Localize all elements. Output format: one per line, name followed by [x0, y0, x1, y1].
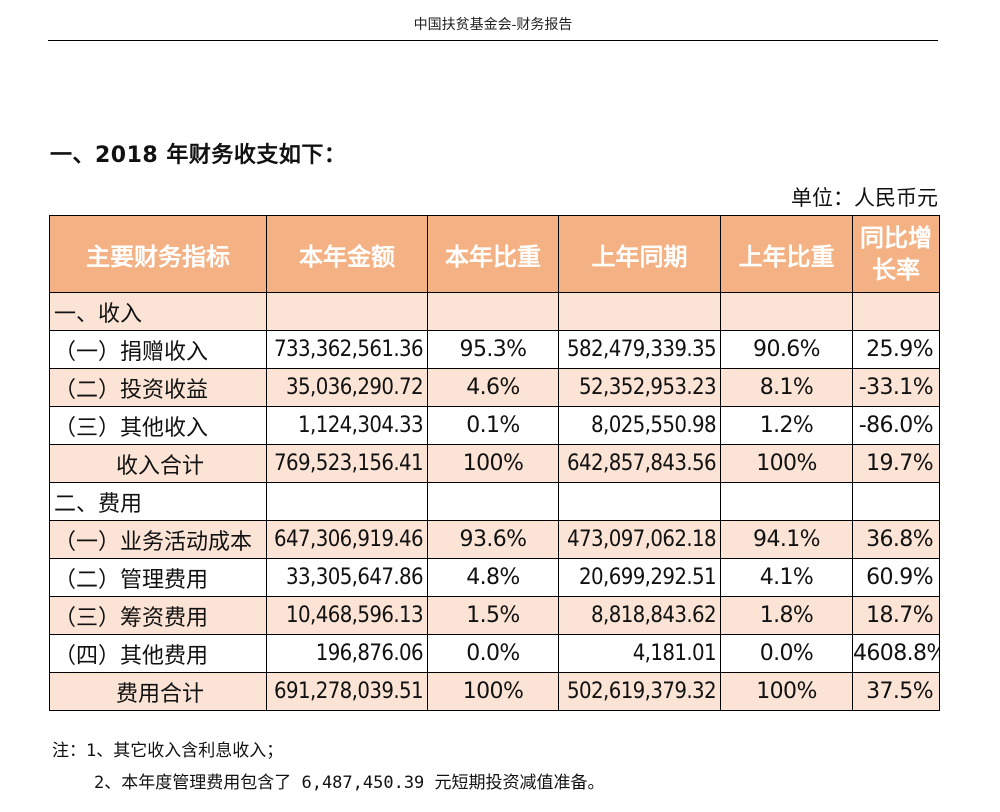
- current-amount-cell: 196,876.06: [266, 634, 428, 673]
- column-header-indicator: 主要财务指标: [49, 215, 267, 293]
- column-header-yoy-growth: 同比增长率: [852, 215, 940, 293]
- table-row: （三）其他收入 1,124,304.33 0.1% 8,025,550.98 1.2% -…: [49, 406, 940, 445]
- prior-share-cell: 1.2%: [720, 406, 853, 445]
- table-row: （一）捐赠收入 733,362,561.36 95.3% 582,479,339.35…: [49, 330, 940, 369]
- yoy-growth-cell: 36.8%: [852, 520, 940, 559]
- footnote-1: 注：1、其它收入含利息收入；: [52, 741, 284, 761]
- row-label-cell: （二）投资收益: [49, 368, 267, 407]
- section-title: 一、2018 年财务收支如下：: [50, 143, 347, 168]
- row-label-cell: （二）管理费用: [49, 558, 267, 597]
- table-header-row: 主要财务指标 本年金额 本年比重 上年同期 上年比重 同比增长率: [49, 215, 940, 293]
- prior-share-cell: 8.1%: [720, 368, 853, 407]
- page-header: 中国扶贫基金会-财务报告: [413, 17, 573, 33]
- yoy-growth-cell: 18.7%: [852, 596, 940, 635]
- prior-share-cell: 100%: [720, 672, 853, 711]
- unit-label: 单位：人民币元: [791, 186, 938, 210]
- prior-amount-cell: [558, 292, 721, 331]
- row-label-cell: 一、收入: [49, 292, 267, 331]
- yoy-growth-cell: [852, 292, 940, 331]
- table-body: 一、收入 （一）捐赠收入 733,362,561.36 95.3% 582,479,33…: [49, 292, 940, 711]
- current-amount-cell: [266, 292, 428, 331]
- row-label-cell: （一）业务活动成本: [49, 520, 267, 559]
- prior-share-cell: [720, 292, 853, 331]
- prior-amount-cell: 52,352,953.23: [558, 368, 721, 407]
- prior-amount-cell: 8,025,550.98: [558, 406, 721, 445]
- header-divider: [48, 40, 938, 41]
- row-label-cell: （四）其他费用: [49, 634, 267, 673]
- table-row: （四）其他费用 196,876.06 0.0% 4,181.01 0.0% 4608.8%: [49, 634, 940, 673]
- yoy-growth-cell: 19.7%: [852, 444, 940, 483]
- table-row: （一）业务活动成本 647,306,919.46 93.6% 473,097,062.…: [49, 520, 940, 559]
- table-row: （二）管理费用 33,305,647.86 4.8% 20,699,292.51 4.1…: [49, 558, 940, 597]
- current-share-cell: 95.3%: [427, 330, 559, 369]
- current-share-cell: 4.8%: [427, 558, 559, 597]
- yoy-growth-cell: 4608.8%: [852, 634, 940, 673]
- prior-share-cell: 100%: [720, 444, 853, 483]
- current-amount-cell: 1,124,304.33: [266, 406, 428, 445]
- yoy-growth-cell: 25.9%: [852, 330, 940, 369]
- row-label-cell: 收入合计: [49, 444, 267, 483]
- current-share-cell: [427, 292, 559, 331]
- prior-amount-cell: [558, 482, 721, 521]
- prior-amount-cell: 4,181.01: [558, 634, 721, 673]
- financial-table: 主要财务指标 本年金额 本年比重 上年同期 上年比重 同比增长率 一、收入 （一）…: [49, 215, 940, 711]
- current-share-cell: 0.0%: [427, 634, 559, 673]
- table-row: （三）筹资费用 10,468,596.13 1.5% 8,818,843.62 1.8%…: [49, 596, 940, 635]
- prior-share-cell: [720, 482, 853, 521]
- row-label-cell: （三）其他收入: [49, 406, 267, 445]
- prior-share-cell: 4.1%: [720, 558, 853, 597]
- yoy-growth-cell: [852, 482, 940, 521]
- table-row: （二）投资收益 35,036,290.72 4.6% 52,352,953.23 8.1…: [49, 368, 940, 407]
- total-row: 费用合计 691,278,039.51 100% 502,619,379.32 100%…: [49, 672, 940, 711]
- column-header-prior-share: 上年比重: [720, 215, 853, 293]
- current-share-cell: 100%: [427, 672, 559, 711]
- current-amount-cell: 10,468,596.13: [266, 596, 428, 635]
- current-share-cell: 1.5%: [427, 596, 559, 635]
- column-header-prior-amount: 上年同期: [558, 215, 721, 293]
- current-amount-cell: 769,523,156.41: [266, 444, 428, 483]
- prior-amount-cell: 8,818,843.62: [558, 596, 721, 635]
- yoy-growth-cell: 60.9%: [852, 558, 940, 597]
- prior-amount-cell: 642,857,843.56: [558, 444, 721, 483]
- row-label-cell: （三）筹资费用: [49, 596, 267, 635]
- yoy-growth-cell: -33.1%: [852, 368, 940, 407]
- prior-share-cell: 0.0%: [720, 634, 853, 673]
- row-label-cell: 费用合计: [49, 672, 267, 711]
- column-header-current-share: 本年比重: [427, 215, 559, 293]
- current-share-cell: 0.1%: [427, 406, 559, 445]
- prior-amount-cell: 502,619,379.32: [558, 672, 721, 711]
- column-header-current-amount: 本年金额: [266, 215, 428, 293]
- row-label-cell: 二、费用: [49, 482, 267, 521]
- current-amount-cell: 733,362,561.36: [266, 330, 428, 369]
- current-amount-cell: 35,036,290.72: [266, 368, 428, 407]
- current-amount-cell: 33,305,647.86: [266, 558, 428, 597]
- current-amount-cell: [266, 482, 428, 521]
- current-share-cell: 100%: [427, 444, 559, 483]
- total-row: 收入合计 769,523,156.41 100% 642,857,843.56 100%…: [49, 444, 940, 483]
- current-amount-cell: 691,278,039.51: [266, 672, 428, 711]
- current-share-cell: [427, 482, 559, 521]
- yoy-growth-cell: 37.5%: [852, 672, 940, 711]
- prior-amount-cell: 582,479,339.35: [558, 330, 721, 369]
- section-row: 二、费用: [49, 482, 940, 521]
- yoy-growth-cell: -86.0%: [852, 406, 940, 445]
- current-amount-cell: 647,306,919.46: [266, 520, 428, 559]
- footnote-2: 2、本年度管理费用包含了 6,487,450.39 元短期投资减值准备。: [94, 773, 605, 793]
- footnotes: 注：1、其它收入含利息收入； 2、本年度管理费用包含了 6,487,450.39…: [52, 735, 605, 799]
- prior-share-cell: 94.1%: [720, 520, 853, 559]
- prior-amount-cell: 473,097,062.18: [558, 520, 721, 559]
- prior-share-cell: 90.6%: [720, 330, 853, 369]
- row-label-cell: （一）捐赠收入: [49, 330, 267, 369]
- prior-amount-cell: 20,699,292.51: [558, 558, 721, 597]
- current-share-cell: 4.6%: [427, 368, 559, 407]
- section-row: 一、收入: [49, 292, 940, 331]
- prior-share-cell: 1.8%: [720, 596, 853, 635]
- current-share-cell: 93.6%: [427, 520, 559, 559]
